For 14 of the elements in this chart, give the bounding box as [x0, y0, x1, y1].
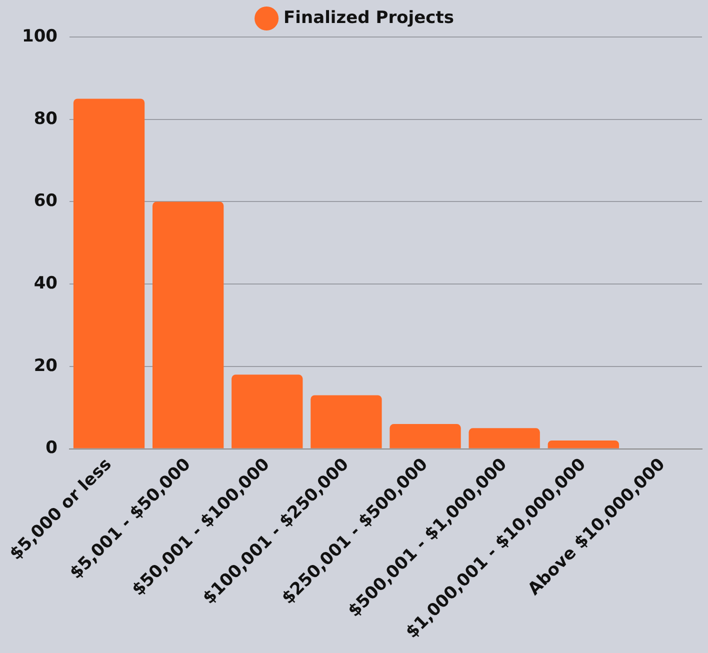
- y-tick-label: 60: [34, 191, 58, 212]
- bar: [152, 202, 224, 448]
- bar: [232, 374, 303, 448]
- y-tick-label: 40: [34, 273, 58, 294]
- bar: [390, 424, 461, 448]
- bar: [73, 98, 145, 448]
- y-tick-label: 20: [34, 356, 58, 376]
- bar: [548, 440, 619, 448]
- y-tick-label: 100: [22, 26, 58, 46]
- y-tick-label: 80: [34, 108, 58, 129]
- bar: [468, 428, 540, 448]
- bar: [310, 395, 382, 448]
- legend-label: Finalized Projects: [284, 8, 454, 28]
- y-tick-label: 0: [46, 438, 58, 458]
